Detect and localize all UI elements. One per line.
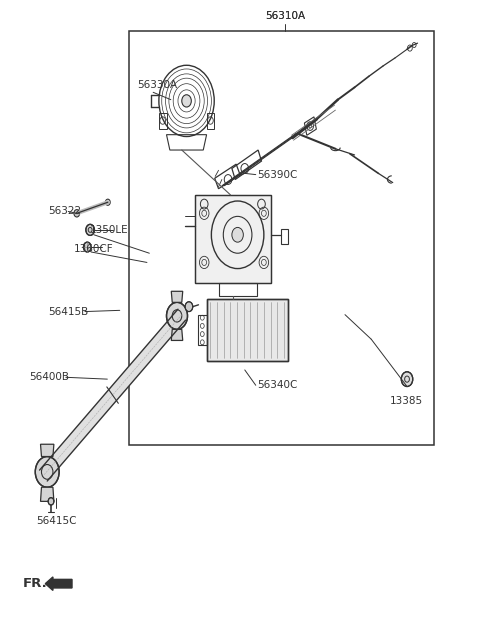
Polygon shape bbox=[40, 444, 54, 457]
Polygon shape bbox=[171, 329, 183, 341]
Circle shape bbox=[35, 457, 59, 487]
Polygon shape bbox=[39, 309, 186, 481]
Text: 1360CF: 1360CF bbox=[74, 244, 114, 254]
Bar bbox=[129, 31, 434, 445]
FancyArrow shape bbox=[45, 577, 72, 590]
Text: 13385: 13385 bbox=[389, 395, 422, 406]
Circle shape bbox=[84, 242, 91, 252]
Text: 56340C: 56340C bbox=[257, 380, 297, 391]
Circle shape bbox=[232, 228, 243, 242]
Circle shape bbox=[401, 372, 413, 386]
Text: 56415C: 56415C bbox=[36, 516, 76, 526]
Circle shape bbox=[86, 225, 95, 236]
Polygon shape bbox=[195, 195, 271, 283]
Text: 1350LE: 1350LE bbox=[90, 225, 128, 236]
Text: 56310A: 56310A bbox=[265, 11, 305, 21]
Polygon shape bbox=[171, 291, 183, 302]
Circle shape bbox=[74, 210, 80, 217]
Text: FR.: FR. bbox=[23, 577, 48, 590]
Polygon shape bbox=[40, 487, 54, 502]
Text: 56415B: 56415B bbox=[48, 307, 88, 317]
Circle shape bbox=[185, 302, 193, 312]
Text: 56322: 56322 bbox=[48, 207, 81, 217]
Circle shape bbox=[182, 95, 192, 107]
Text: 56400B: 56400B bbox=[29, 372, 69, 383]
Text: 56330A: 56330A bbox=[137, 80, 178, 91]
Circle shape bbox=[167, 302, 188, 329]
Polygon shape bbox=[206, 299, 288, 361]
Text: 56390C: 56390C bbox=[257, 170, 297, 180]
Text: 56310A: 56310A bbox=[265, 11, 305, 21]
Circle shape bbox=[48, 498, 54, 505]
